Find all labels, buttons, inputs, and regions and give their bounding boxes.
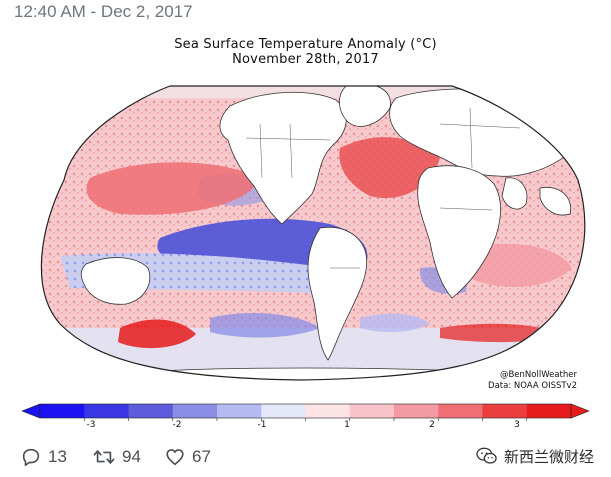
colorbar-cell xyxy=(438,404,483,418)
colorbar-cell xyxy=(482,404,528,418)
reply-icon xyxy=(22,448,40,467)
wechat-icon xyxy=(476,447,497,464)
colorbar-cell xyxy=(128,404,174,418)
colorbar-cell xyxy=(40,404,85,418)
retweet-icon xyxy=(93,450,115,464)
like-count: 67 xyxy=(192,447,211,466)
colorbar-cell xyxy=(349,404,395,418)
colorbar-tick-label: -3 xyxy=(86,420,96,430)
figure-credit: @BenNollWeather xyxy=(499,370,577,380)
retweet-count: 94 xyxy=(122,447,141,466)
reply-count: 13 xyxy=(48,447,67,466)
wechat-watermark: 新西兰微财经 xyxy=(476,444,594,468)
sst-anomaly-figure: Sea Surface Temperature Anomaly (°C) Nov… xyxy=(0,28,611,430)
colorbar-tick-label: 3 xyxy=(514,420,520,430)
figure-data-source: Data: NOAA OISSTv2 xyxy=(488,381,577,391)
colorbar-cell xyxy=(305,404,351,418)
colorbar xyxy=(21,403,590,421)
watermark-text: 新西兰微财经 xyxy=(504,448,595,466)
colorbar-cell xyxy=(261,404,306,418)
figure-title: Sea Surface Temperature Anomaly (°C) xyxy=(174,37,437,52)
colorbar-tick-label: 2 xyxy=(429,420,435,430)
colorbar-cell xyxy=(172,404,218,418)
colorbar-tick-label: -1 xyxy=(257,420,267,430)
heart-icon xyxy=(166,449,184,466)
colorbar-cell xyxy=(526,404,572,418)
colorbar-cell xyxy=(394,404,439,418)
like-button[interactable]: 67 xyxy=(164,444,211,470)
colorbar-tick-label: 1 xyxy=(344,420,350,430)
colorbar-cell xyxy=(84,404,129,418)
tweet-actions: 13 94 67 xyxy=(0,444,611,472)
colorbar-cell xyxy=(217,404,262,418)
colorbar-tick-label: -2 xyxy=(172,420,182,430)
tweet-timestamp[interactable]: 12:40 AM - Dec 2, 2017 xyxy=(14,2,193,21)
retweet-button[interactable]: 94 xyxy=(92,444,141,470)
reply-button[interactable]: 13 xyxy=(20,444,67,470)
figure-date: November 28th, 2017 xyxy=(232,52,379,67)
world-map xyxy=(21,85,590,421)
